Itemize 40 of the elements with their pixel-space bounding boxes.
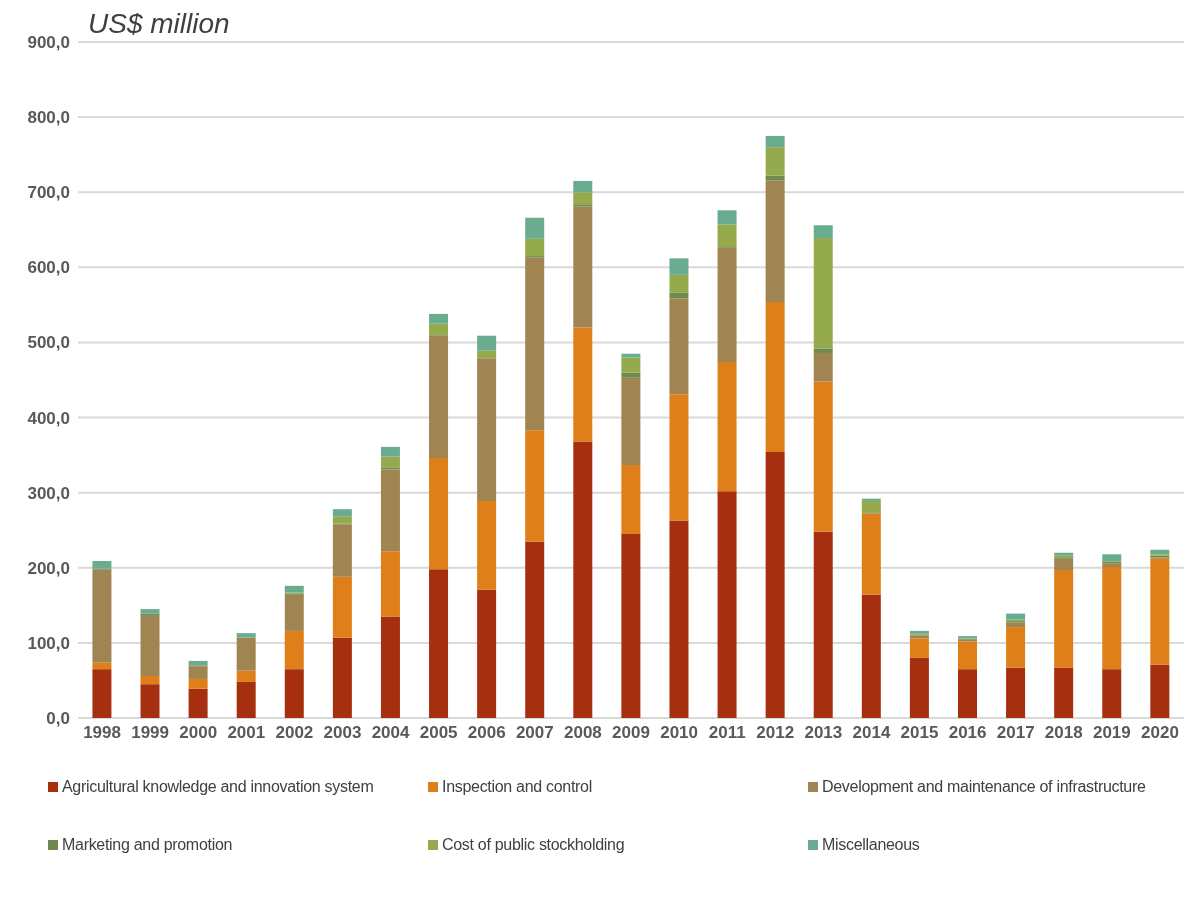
x-tick-label: 2004: [371, 723, 411, 743]
y-tick-label: 400,0: [27, 408, 70, 428]
legend-label: Cost of public stockholding: [442, 836, 625, 854]
y-tick-label: 600,0: [27, 258, 70, 278]
x-tick-label: 2005: [419, 723, 458, 743]
y-tick-label: 700,0: [27, 183, 70, 203]
y-tick-label: 800,0: [27, 108, 70, 128]
x-tick-label: 2003: [323, 723, 362, 743]
x-tick-label: 2007: [515, 723, 554, 743]
legend-label: Agricultural knowledge and innovation system: [62, 778, 374, 796]
x-tick-label: 2000: [179, 723, 218, 743]
y-tick-label: 200,0: [27, 558, 70, 578]
x-tick-label: 2020: [1141, 723, 1179, 743]
y-tick-label: 100,0: [27, 633, 70, 653]
x-tick-label: 2015: [900, 723, 939, 743]
x-tick-label: 2019: [1092, 723, 1131, 743]
legend-label: Development and maintenance of infrastructure: [822, 778, 1146, 796]
legend-label: Miscellaneous: [822, 836, 920, 854]
x-tick-label: 1998: [83, 723, 121, 743]
x-tick-label: 2009: [612, 723, 650, 743]
x-tick-label: 1999: [131, 723, 170, 743]
x-tick-label: 2016: [948, 723, 987, 743]
x-tick-label: 2011: [708, 723, 746, 743]
x-tick-label: 2001: [227, 723, 266, 743]
x-tick-label: 2008: [564, 723, 602, 743]
legend-label: Inspection and control: [442, 778, 592, 796]
y-tick-label: 500,0: [27, 333, 70, 353]
x-tick-label: 2017: [996, 723, 1035, 743]
y-axis-title: US$ million: [88, 8, 230, 40]
x-tick-label: 2013: [804, 723, 843, 743]
y-tick-label: 300,0: [27, 483, 70, 503]
y-tick-label: 0,0: [46, 709, 70, 729]
x-tick-label: 2006: [467, 723, 506, 743]
x-tick-label: 2018: [1044, 723, 1083, 743]
x-tick-label: 2014: [852, 723, 891, 743]
x-tick-label: 2002: [275, 723, 314, 743]
y-tick-label: 900,0: [27, 33, 70, 53]
x-tick-label: 2012: [756, 723, 795, 743]
legend-label: Marketing and promotion: [62, 836, 233, 854]
x-tick-label: 2010: [660, 723, 698, 743]
